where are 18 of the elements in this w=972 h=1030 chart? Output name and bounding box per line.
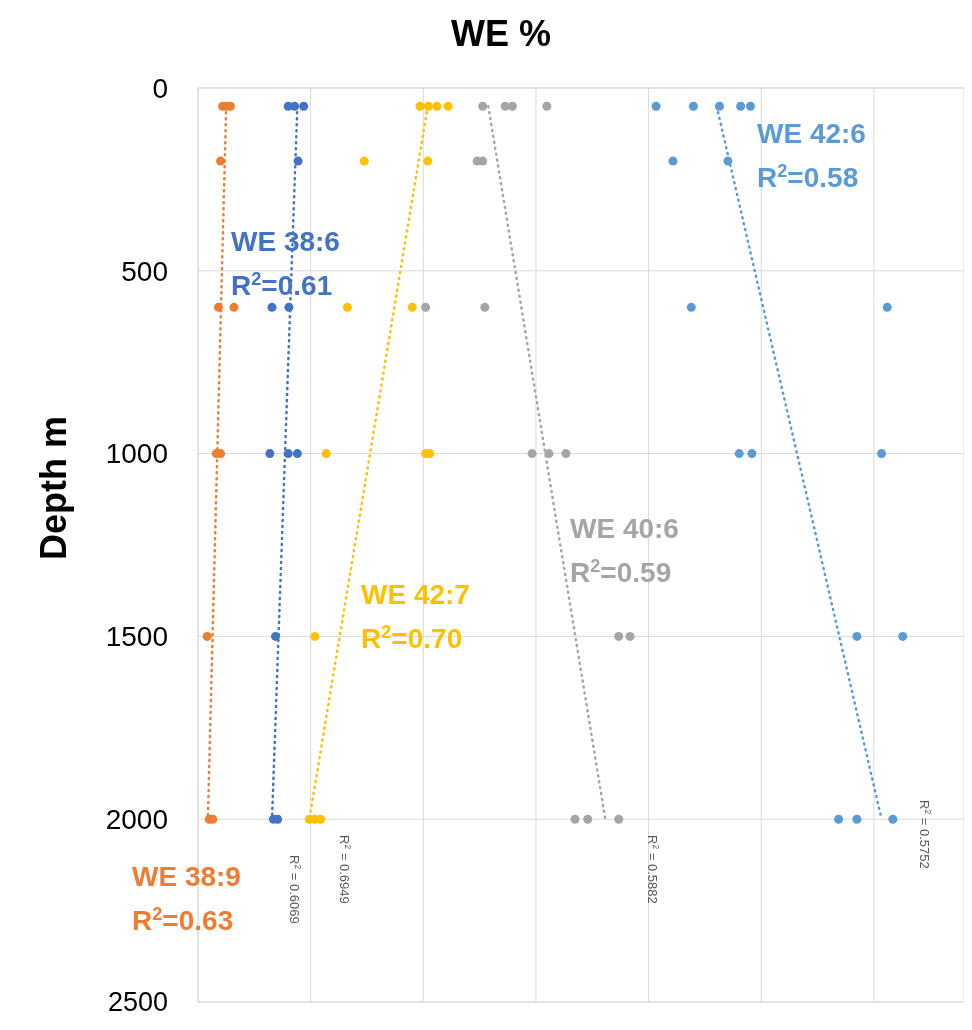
chart-title: WE % xyxy=(450,13,552,54)
series-label: WE 42:6 xyxy=(757,118,866,149)
y-tick-label: 2500 xyxy=(107,987,168,1018)
annotation: R$^{2}$=0.70 xyxy=(361,622,463,654)
text: WE 38:6 xyxy=(231,226,340,257)
y-tick-label: 0 xyxy=(152,72,168,104)
y-tick-label: 2000 xyxy=(105,804,168,835)
y-axis-title: Depth m xyxy=(33,416,74,560)
y-tick-label: 1000 xyxy=(105,438,168,470)
series-label: WE 38:9 xyxy=(132,861,241,892)
annotation: R$^{2}$=0.61 xyxy=(231,269,333,301)
y-tick-label: 500 xyxy=(121,255,168,287)
annotation: R$^{2}$=0.58 xyxy=(757,161,859,193)
annotation: R$^{2}$=0.59 xyxy=(570,556,672,588)
series-label: WE 42:7 xyxy=(361,579,470,610)
annotation: R$^{2}$=0.63 xyxy=(132,904,234,936)
series-label: WE 40:6 xyxy=(570,513,679,544)
y-tick-label: 1500 xyxy=(105,621,168,653)
